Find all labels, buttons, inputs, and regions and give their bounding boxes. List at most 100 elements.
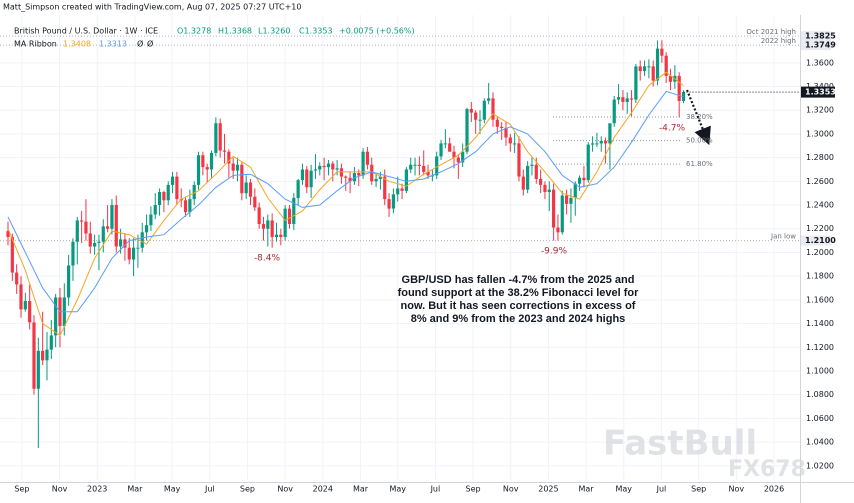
- y-tick-label: 1.1600: [806, 295, 834, 304]
- level-tag: [801, 31, 831, 42]
- candle-body: [240, 164, 244, 194]
- x-tick-label: Sep: [14, 485, 29, 494]
- y-tick-label: 1.1200: [806, 343, 834, 352]
- candle-body: [84, 221, 88, 234]
- candle-body: [54, 297, 58, 336]
- candle-body: [565, 195, 569, 204]
- candle-body: [629, 98, 634, 100]
- projection-arrow: [685, 89, 711, 146]
- candle-body: [93, 242, 97, 247]
- note-line: 8% and 9% from the 2023 and 2024 highs: [411, 313, 626, 325]
- y-tick-label: 1.2200: [806, 224, 834, 233]
- candle-body: [15, 272, 19, 285]
- candle-body: [621, 97, 625, 102]
- candle-body: [577, 177, 582, 184]
- candle-body: [318, 165, 322, 170]
- candle-body: [552, 189, 556, 228]
- credit: Matt_Simpson created with TradingView.co…: [3, 3, 301, 12]
- candle-body: [175, 176, 179, 200]
- candle-body: [634, 66, 638, 100]
- candle-body: [655, 48, 660, 81]
- ma-name: MA Ribbon: [14, 40, 57, 49]
- candle-body: [500, 126, 504, 128]
- candle-body: [28, 301, 32, 323]
- symbol: British Pound / U.S. Dollar · 1W · ICE: [14, 27, 158, 36]
- candle-body: [136, 247, 140, 249]
- candle-body: [560, 195, 564, 233]
- fib-label: 50.00%: [686, 137, 713, 145]
- candle-body: [114, 205, 118, 247]
- level-label: Oct 2021 high: [746, 28, 796, 36]
- x-tick-label: Jul: [656, 485, 667, 494]
- y-tick-label: 1.0600: [806, 414, 834, 423]
- candle-body: [608, 123, 612, 144]
- note-line: GBP/USD has fallen -4.7% from the 2025 a…: [402, 274, 635, 286]
- level-tag-text: 1.3749: [805, 41, 836, 50]
- candle-body: [296, 180, 300, 198]
- x-tick-label: May: [164, 485, 181, 494]
- ma-value: 1.3313: [99, 40, 127, 49]
- candle-body: [357, 173, 361, 176]
- note-line: now. But it has seen corrections in exce…: [401, 300, 636, 312]
- candle-body: [335, 168, 339, 170]
- candle-body: [192, 184, 196, 200]
- last-price-text: 1.3353: [805, 88, 836, 97]
- x-tick-label: Nov: [52, 485, 68, 494]
- y-tick-label: 1.3400: [806, 82, 834, 91]
- candle-body: [612, 99, 616, 124]
- candle-body: [365, 151, 370, 165]
- x-tick-label: Sep: [466, 485, 481, 494]
- candle-body: [261, 224, 266, 229]
- candle-body: [482, 100, 486, 120]
- candle-body: [49, 335, 53, 350]
- ma-value: Ø: [137, 39, 143, 49]
- candle-body: [235, 164, 240, 171]
- y-tick-label: 1.2600: [806, 177, 834, 186]
- candle-body: [352, 173, 357, 182]
- candle-body: [305, 169, 309, 188]
- x-tick-label: Jul: [430, 485, 441, 494]
- level-tag-text: 1.3825: [805, 32, 836, 41]
- candle-body: [595, 143, 599, 145]
- candle-body: [383, 176, 387, 200]
- candle-body: [651, 66, 655, 81]
- watermark: FX678: [728, 457, 806, 482]
- candle-body: [409, 164, 413, 170]
- candle-body: [157, 192, 162, 206]
- candle-body: [274, 234, 279, 238]
- candle-body: [80, 220, 84, 222]
- candle-body: [279, 234, 283, 238]
- candle-body: [374, 178, 378, 182]
- ohlc-value: +0.0075 (+0.56%): [339, 27, 415, 36]
- y-tick-label: 1.2800: [806, 153, 834, 162]
- level-tag-text: 1.2100: [805, 236, 836, 245]
- candle-body: [322, 165, 326, 168]
- candle-body: [487, 98, 491, 101]
- candle-body: [218, 123, 222, 151]
- y-tick-label: 1.0400: [806, 438, 834, 447]
- candle-body: [209, 152, 214, 170]
- candle-body: [101, 226, 105, 242]
- candle-body: [257, 207, 261, 224]
- x-tick-label: Mar: [353, 485, 369, 494]
- candle-body: [521, 176, 525, 190]
- candle-body: [266, 220, 270, 229]
- x-tick-label: Nov: [503, 485, 519, 494]
- candle-body: [616, 97, 621, 100]
- x-tick-label: Mar: [127, 485, 143, 494]
- candle-body: [647, 66, 651, 68]
- candle-body: [391, 194, 395, 209]
- candle-body: [534, 164, 538, 179]
- last-price-tag: [801, 86, 835, 98]
- candle-body: [586, 144, 590, 181]
- y-tick-label: 1.0800: [806, 390, 834, 399]
- candle-body: [166, 184, 170, 201]
- candle-body: [326, 163, 331, 168]
- candle-body: [131, 247, 136, 260]
- candle-body: [660, 48, 664, 56]
- y-tick-label: 1.1800: [806, 272, 834, 281]
- overlay: 1.0200 1.0400 1.0600 1.0800 1.1000 1.1200 1.14…: [14, 27, 836, 494]
- candle-body: [573, 183, 577, 198]
- candle-body: [283, 208, 287, 238]
- candle-body: [127, 247, 131, 260]
